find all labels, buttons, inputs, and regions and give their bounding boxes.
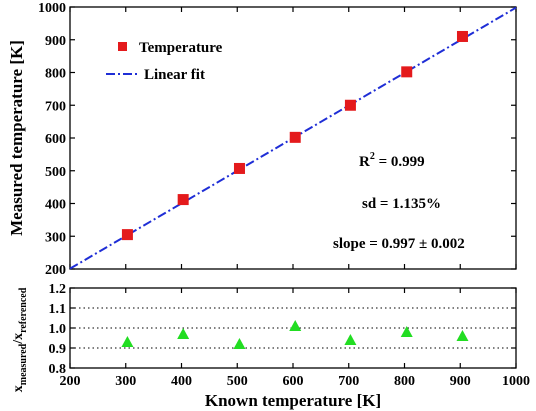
temperature-point <box>456 30 468 42</box>
legend-linear-fit-label: Linear fit <box>144 67 205 83</box>
temperature-point <box>401 66 413 78</box>
x-tick-label: 700 <box>338 374 359 389</box>
ratio-series <box>121 320 469 349</box>
x-tick-label: 400 <box>171 374 192 389</box>
ratio-x-ticks: 200 300 400 500 600 700 800 900 1000 <box>60 288 530 389</box>
x-tick-label: 1000 <box>502 374 530 389</box>
r-squared-base: R <box>359 154 370 170</box>
main-y-tick-label: 1000 <box>38 1 66 16</box>
temperature-series <box>121 30 468 241</box>
ratio-point <box>400 326 413 337</box>
main-y-tick-label: 200 <box>45 263 66 278</box>
main-x-ticks <box>69 7 517 269</box>
temperature-point <box>121 229 133 241</box>
ratio-y-tick-label: 1.2 <box>49 282 67 297</box>
x-tick-label: 600 <box>283 374 304 389</box>
ratio-point <box>233 338 246 349</box>
ratio-y-tick-label: 0.9 <box>49 342 67 357</box>
ratio-y-tick-label: 0.8 <box>49 362 67 377</box>
legend-temperature-label: Temperature <box>139 40 223 56</box>
ratio-y-tick-label: 1.0 <box>49 322 67 337</box>
r-squared-sup: 2 <box>370 151 375 162</box>
slope-annotation: slope = 0.997 ± 0.002 <box>333 236 465 252</box>
r-squared-value: = 0.999 <box>375 154 425 170</box>
ratio-point <box>344 334 357 345</box>
ratio-panel: 200 300 400 500 600 700 800 900 1000 0.8 0.9 1.0 1.… <box>11 282 530 410</box>
x-tick-label: 200 <box>60 374 81 389</box>
temperature-point <box>177 194 189 206</box>
ratio-point <box>456 330 469 341</box>
main-y-tick-label: 800 <box>45 67 66 82</box>
main-y-axis-label: Measured temperature [K] <box>7 40 26 236</box>
x-tick-label: 500 <box>227 374 248 389</box>
ratio-y-tick-label: 1.1 <box>49 302 67 317</box>
main-y-tick-label: 600 <box>45 132 66 147</box>
main-y-tick-label: 900 <box>45 34 66 49</box>
main-y-tick-label: 300 <box>45 230 66 245</box>
main-panel: 200 300 400 500 600 700 800 900 1000 Temperature… <box>7 1 517 278</box>
sd-annotation: sd = 1.135% <box>362 196 441 212</box>
ratio-label-x1: x <box>11 385 26 392</box>
main-y-ticks: 200 300 400 500 600 700 800 900 1000 <box>38 1 516 278</box>
ratio-label-sep: /x <box>11 333 26 345</box>
legend: Temperature Linear fit <box>106 40 223 83</box>
x-tick-label: 300 <box>115 374 136 389</box>
x-tick-label: 900 <box>450 374 471 389</box>
main-y-tick-label: 700 <box>45 99 66 114</box>
main-y-tick-label: 400 <box>45 198 66 213</box>
ratio-point <box>177 328 190 339</box>
temperature-point <box>233 162 245 174</box>
legend-temperature-marker <box>118 42 127 51</box>
ratio-label-sub2: referenced <box>18 287 29 333</box>
ratio-y-axis-label: xmeasured/xreferenced <box>11 287 29 392</box>
ratio-point <box>289 320 302 331</box>
temperature-point <box>344 99 356 111</box>
main-y-tick-label: 500 <box>45 165 66 180</box>
r-squared-annotation: R2 = 0.999 <box>359 151 425 170</box>
x-tick-label: 800 <box>394 374 415 389</box>
temperature-point <box>289 131 301 143</box>
ratio-y-ticks: 0.8 0.9 1.0 1.1 1.2 <box>49 282 516 377</box>
ratio-label-sub1: measured <box>18 343 29 385</box>
x-axis-label: Known temperature [K] <box>205 391 381 410</box>
ratio-point <box>121 336 134 347</box>
annotations: R2 = 0.999 sd = 1.135% slope = 0.997 ± 0… <box>333 151 465 252</box>
